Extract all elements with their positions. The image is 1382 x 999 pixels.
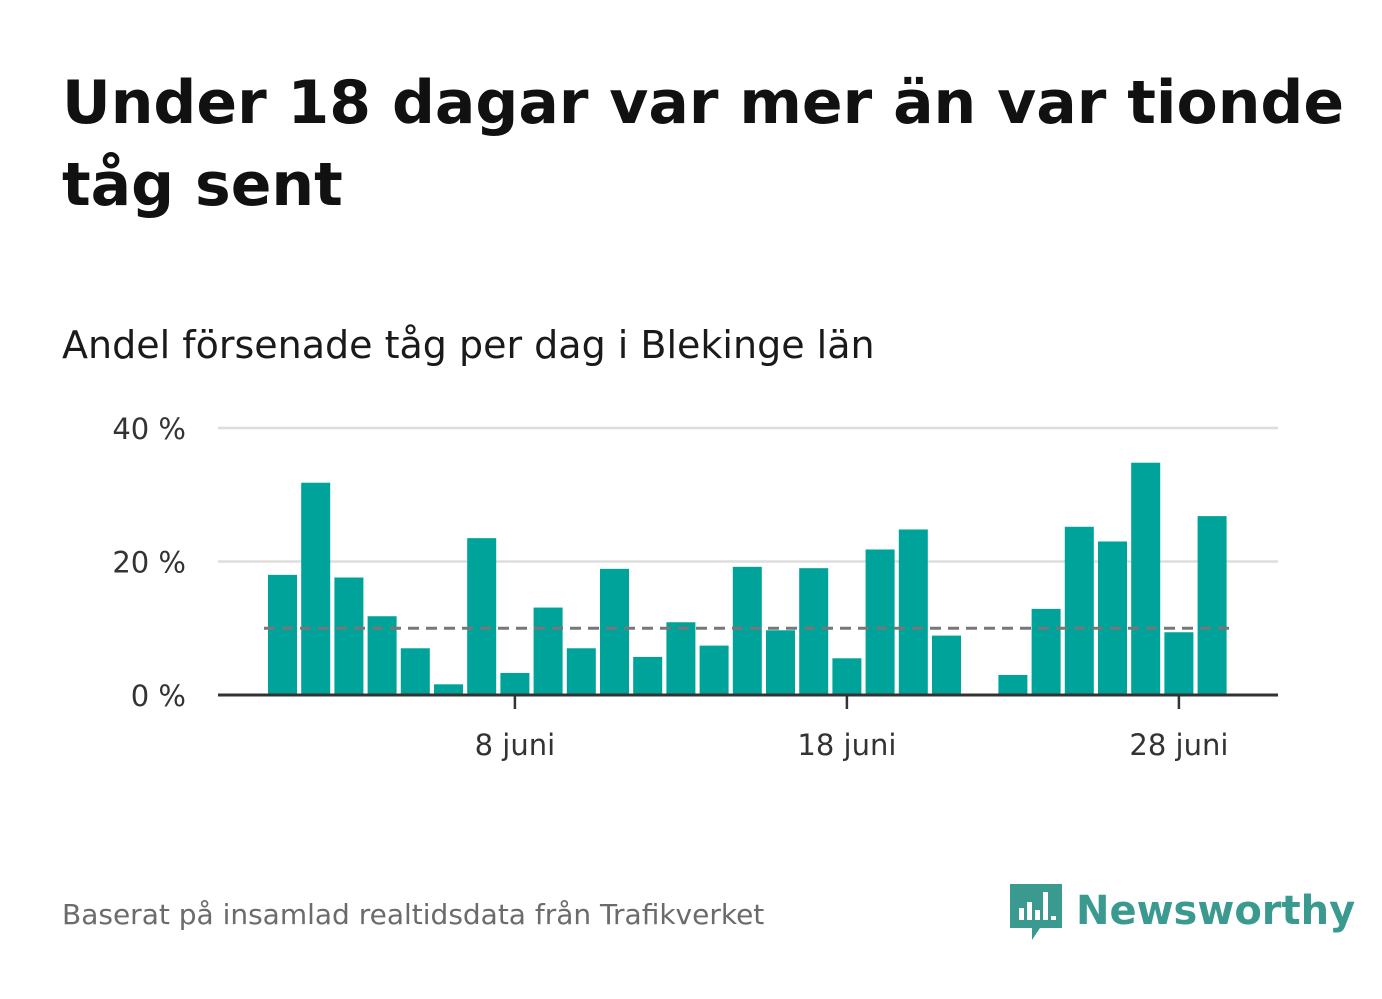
x-tick-label: 28 juni [1129,728,1228,762]
bar [1164,632,1194,695]
source-note: Baserat på insamlad realtidsdata från Tr… [62,898,765,931]
bar [732,566,762,695]
bar [301,482,331,695]
bar [932,635,961,695]
bar [566,648,596,695]
bar [1197,516,1227,695]
bar [832,658,862,695]
bars [268,462,1227,695]
newsworthy-logo-icon [1010,884,1062,940]
brand-name: Newsworthy [1076,888,1356,934]
axes: 0 % 20 % 40 % 8 juni 18 juni 28 juni [112,412,1278,762]
chart-subtitle: Andel försenade tåg per dag i Blekinge l… [62,323,875,367]
bar [1064,526,1094,695]
bar [998,674,1028,695]
bar [500,672,530,695]
bar [1031,608,1061,695]
brand-logo: Newsworthy [1010,876,1355,946]
y-tick-label: 20 % [112,546,186,580]
bar [633,656,663,695]
bar [434,684,463,695]
x-tick-label: 8 juni [475,728,556,762]
bar [1098,541,1127,695]
bar [666,622,696,695]
bar [699,645,729,695]
bar [600,568,629,695]
bar [533,607,563,695]
bar [865,549,895,695]
bar [1131,462,1161,695]
bar [334,577,364,695]
bar [898,529,928,695]
bar [268,574,297,695]
bar [799,568,829,695]
x-tick-label: 18 juni [797,728,896,762]
chart-title: Under 18 dagar var mer än var tionde tåg… [62,68,1345,220]
y-tick-label: 0 % [131,679,186,713]
y-tick-label: 40 % [112,412,186,446]
bar [467,538,497,695]
bar [400,648,430,695]
bar [766,630,795,695]
